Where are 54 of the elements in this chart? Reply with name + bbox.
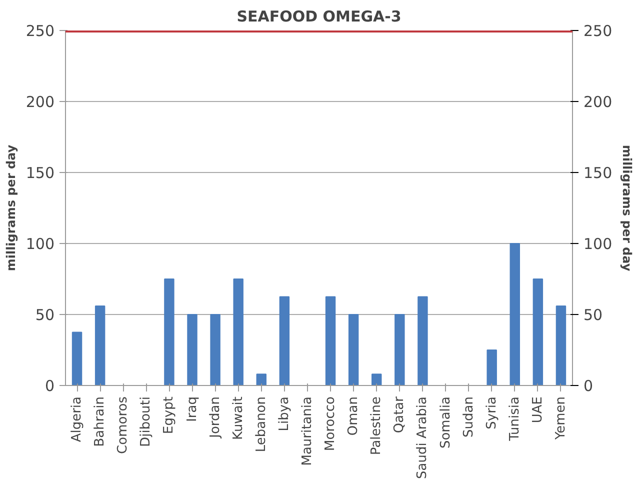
bar — [256, 374, 266, 386]
bar — [187, 314, 198, 386]
y2-tick-label: 200 — [584, 93, 612, 111]
x-tick-label: Egypt — [162, 396, 177, 434]
x-tick-label: Yemen — [553, 396, 568, 441]
x-tick-label: Somalia — [438, 396, 454, 449]
y-tick-label: 200 — [26, 93, 55, 111]
x-tick-label: Saudi Arabia — [415, 396, 430, 479]
bar — [372, 374, 382, 386]
x-tick-label: UAE — [530, 396, 546, 424]
y2-tick-label: 150 — [584, 164, 612, 182]
x-tick-label: Libya — [276, 396, 292, 432]
chart-title: SEAFOOD OMEGA-3 — [236, 8, 402, 26]
bar — [532, 278, 544, 386]
x-tick-label: Comoros — [116, 396, 131, 454]
bar — [72, 332, 82, 386]
x-tick-label: Qatar — [392, 396, 408, 434]
y-tick-label: 0 — [44, 377, 55, 395]
y-tick-label: 50 — [35, 306, 55, 324]
x-tick-label: Algeria — [70, 396, 85, 442]
y-tick-label: 250 — [26, 22, 55, 40]
bar — [279, 296, 290, 386]
y2-tick-label: 250 — [584, 22, 612, 40]
x-tick-label: Kuwait — [230, 396, 246, 440]
bar — [348, 314, 359, 386]
x-tick-label: Syria — [484, 396, 500, 430]
bar — [394, 314, 405, 386]
y-tick-label: 150 — [26, 164, 55, 182]
bar — [164, 278, 174, 386]
y2-tick-label: 50 — [584, 306, 603, 324]
bar — [325, 296, 336, 386]
x-tick-label: Morocco — [323, 396, 338, 451]
y-axis-title: milligrams per day — [4, 144, 18, 272]
x-tick-label: Lebanon — [254, 396, 269, 452]
bar — [418, 296, 428, 386]
x-tick-label: Tunisia — [507, 396, 522, 442]
x-tick-label: Oman — [346, 396, 362, 436]
x-tick-label: Jordan — [208, 396, 223, 439]
x-tick-label: Palestine — [369, 396, 384, 456]
bar — [510, 243, 520, 386]
bar — [94, 305, 106, 386]
x-tick-label: Iraq — [184, 396, 200, 422]
y2-tick-label: 0 — [584, 377, 594, 395]
x-tick-label: Sudan — [461, 396, 476, 438]
x-tick-label: Djibouti — [138, 396, 154, 447]
x-tick-label: Mauritania — [300, 396, 315, 466]
bar — [210, 314, 220, 386]
y2-axis-title: milligrams per day — [620, 144, 634, 272]
x-tick-label: Bahrain — [92, 396, 108, 447]
bar — [233, 278, 244, 386]
y2-tick-label: 100 — [584, 235, 612, 253]
bar — [556, 305, 566, 386]
bar — [486, 350, 497, 386]
y-tick-label: 100 — [26, 235, 55, 253]
